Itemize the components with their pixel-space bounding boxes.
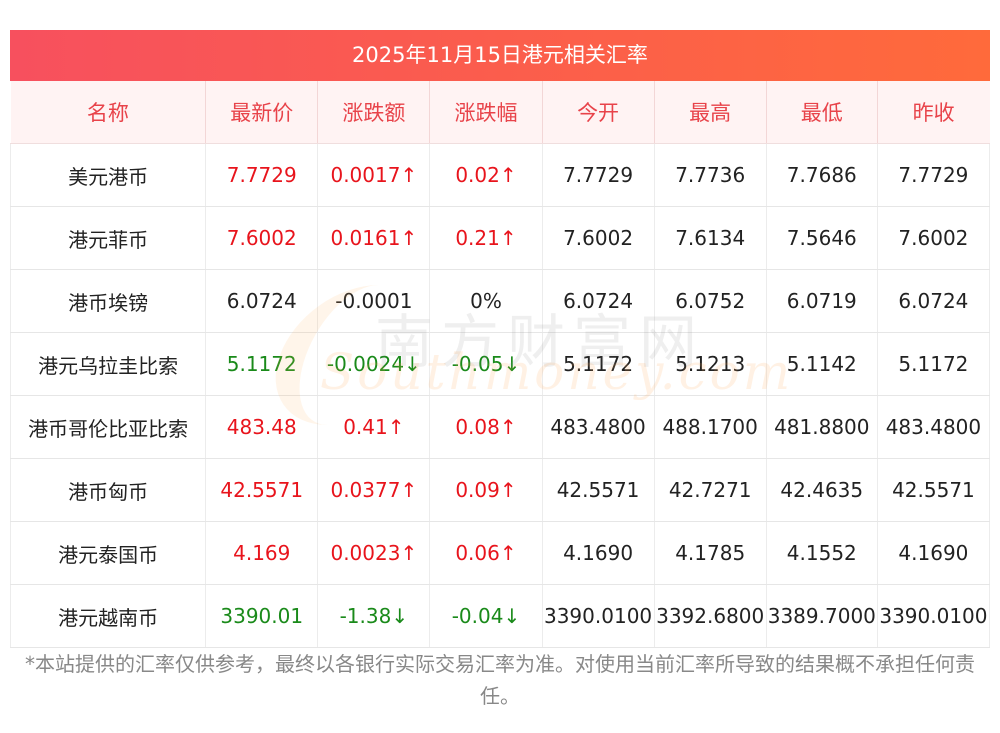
- cell-change: -0.0024↓: [317, 332, 431, 396]
- cell-latest: 5.1172: [205, 332, 319, 396]
- cell-low: 5.1142: [766, 332, 878, 396]
- col-header-pct: 涨跌幅: [429, 81, 543, 144]
- cell-pct: 0%: [429, 269, 543, 333]
- cell-pct: 0.08↑: [429, 395, 543, 459]
- cell-prev: 4.1690: [877, 521, 991, 585]
- cell-high: 3392.6800: [654, 584, 767, 648]
- cell-low: 4.1552: [766, 521, 878, 585]
- cell-pct: -0.05↓: [429, 332, 543, 396]
- cell-name: 美元港币: [9, 143, 207, 207]
- cell-high: 42.7271: [654, 458, 767, 522]
- col-header-latest: 最新价: [205, 81, 319, 144]
- table-row: 港元乌拉圭比索 5.1172 -0.0024↓ -0.05↓ 5.1172 5.1213 5…: [9, 332, 991, 396]
- cell-open: 5.1172: [542, 332, 655, 396]
- cell-high: 6.0752: [654, 269, 767, 333]
- table-title: 2025年11月15日港元相关汇率: [10, 30, 990, 81]
- cell-low: 481.8800: [766, 395, 878, 459]
- cell-open: 483.4800: [542, 395, 655, 459]
- cell-prev: 42.5571: [877, 458, 991, 522]
- cell-name: 港元菲币: [9, 206, 207, 270]
- cell-pct: -0.04↓: [429, 584, 543, 648]
- cell-name: 港元乌拉圭比索: [9, 332, 207, 396]
- cell-low: 6.0719: [766, 269, 878, 333]
- col-header-name: 名称: [10, 81, 207, 144]
- cell-change: 0.0377↑: [317, 458, 431, 522]
- cell-prev: 483.4800: [877, 395, 991, 459]
- cell-low: 42.4635: [766, 458, 878, 522]
- cell-name: 港币埃镑: [9, 269, 207, 333]
- cell-high: 4.1785: [654, 521, 767, 585]
- cell-latest: 42.5571: [205, 458, 319, 522]
- cell-high: 7.7736: [654, 143, 767, 207]
- table-row: 美元港币 7.7729 0.0017↑ 0.02↑ 7.7729 7.7736 7.7686…: [9, 143, 991, 207]
- col-header-open: 今开: [542, 81, 655, 144]
- table-row: 港元泰国币 4.169 0.0023↑ 0.06↑ 4.1690 4.1785 4.1552…: [9, 521, 991, 585]
- cell-prev: 5.1172: [877, 332, 991, 396]
- cell-latest: 4.169: [205, 521, 319, 585]
- cell-latest: 6.0724: [205, 269, 319, 333]
- cell-name: 港币匈币: [9, 458, 207, 522]
- cell-change: 0.0017↑: [317, 143, 431, 207]
- cell-high: 488.1700: [654, 395, 767, 459]
- col-header-prev: 昨收: [877, 81, 990, 144]
- cell-high: 7.6134: [654, 206, 767, 270]
- cell-prev: 3390.0100: [877, 584, 991, 648]
- cell-prev: 7.6002: [877, 206, 991, 270]
- cell-pct: 0.06↑: [429, 521, 543, 585]
- cell-prev: 7.7729: [877, 143, 991, 207]
- rate-table: 名称 最新价 涨跌额 涨跌幅 今开 最高 最低 昨收 美元港币 7.7729 0.0…: [9, 81, 991, 648]
- table-row: 港币埃镑 6.0724 -0.0001 0% 6.0724 6.0752 6.0719 6.0…: [9, 269, 991, 333]
- table-row: 港币哥伦比亚比索 483.48 0.41↑ 0.08↑ 483.4800 488.1700…: [9, 395, 991, 459]
- cell-change: -0.0001: [317, 269, 431, 333]
- cell-prev: 6.0724: [877, 269, 991, 333]
- cell-latest: 7.7729: [205, 143, 319, 207]
- cell-open: 7.6002: [542, 206, 655, 270]
- rate-panel: 2025年11月15日港元相关汇率 名称 最新价 涨跌额 涨跌幅 今开 最高 最…: [9, 30, 991, 648]
- cell-open: 6.0724: [542, 269, 655, 333]
- table-header-row: 名称 最新价 涨跌额 涨跌幅 今开 最高 最低 昨收: [10, 81, 990, 144]
- table-row: 港元越南币 3390.01 -1.38↓ -0.04↓ 3390.0100 3392.68…: [9, 584, 991, 648]
- cell-name: 港元泰国币: [9, 521, 207, 585]
- cell-open: 4.1690: [542, 521, 655, 585]
- cell-change: 0.41↑: [317, 395, 431, 459]
- cell-latest: 483.48: [205, 395, 319, 459]
- cell-pct: 0.21↑: [429, 206, 543, 270]
- col-header-high: 最高: [654, 81, 767, 144]
- disclaimer-note: *本站提供的汇率仅供参考，最终以各银行实际交易汇率为准。对使用当前汇率所导致的结…: [25, 652, 975, 708]
- table-row: 港币匈币 42.5571 0.0377↑ 0.09↑ 42.5571 42.7271 42.…: [9, 458, 991, 522]
- cell-change: 0.0161↑: [317, 206, 431, 270]
- col-header-change: 涨跌额: [317, 81, 431, 144]
- cell-name: 港元越南币: [9, 584, 207, 648]
- cell-high: 5.1213: [654, 332, 767, 396]
- cell-change: 0.0023↑: [317, 521, 431, 585]
- col-header-low: 最低: [766, 81, 878, 144]
- cell-change: -1.38↓: [317, 584, 431, 648]
- cell-open: 42.5571: [542, 458, 655, 522]
- cell-name: 港币哥伦比亚比索: [9, 395, 207, 459]
- table-row: 港元菲币 7.6002 0.0161↑ 0.21↑ 7.6002 7.6134 7.5646…: [9, 206, 991, 270]
- cell-pct: 0.09↑: [429, 458, 543, 522]
- cell-latest: 3390.01: [205, 584, 319, 648]
- cell-open: 3390.0100: [542, 584, 655, 648]
- cell-low: 7.5646: [766, 206, 878, 270]
- cell-low: 3389.7000: [766, 584, 878, 648]
- cell-low: 7.7686: [766, 143, 878, 207]
- cell-open: 7.7729: [542, 143, 655, 207]
- cell-pct: 0.02↑: [429, 143, 543, 207]
- cell-latest: 7.6002: [205, 206, 319, 270]
